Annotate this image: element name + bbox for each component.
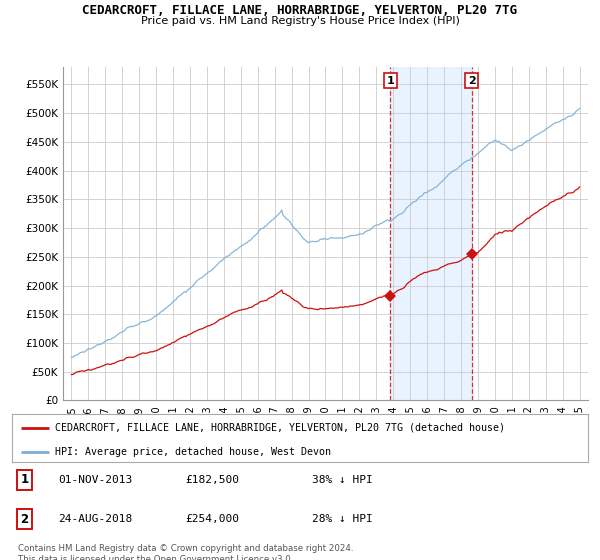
- Text: 1: 1: [20, 473, 29, 487]
- Text: 01-NOV-2013: 01-NOV-2013: [58, 475, 133, 485]
- Text: 2: 2: [20, 513, 29, 526]
- Text: 2: 2: [468, 76, 476, 86]
- Text: CEDARCROFT, FILLACE LANE, HORRABRIDGE, YELVERTON, PL20 7TG: CEDARCROFT, FILLACE LANE, HORRABRIDGE, Y…: [83, 4, 517, 17]
- Text: 24-AUG-2018: 24-AUG-2018: [58, 514, 133, 524]
- Bar: [391, 67, 472, 400]
- Text: Price paid vs. HM Land Registry's House Price Index (HPI): Price paid vs. HM Land Registry's House …: [140, 16, 460, 26]
- Text: Contains HM Land Registry data © Crown copyright and database right 2024.
This d: Contains HM Land Registry data © Crown c…: [18, 544, 353, 560]
- Text: £182,500: £182,500: [185, 475, 239, 485]
- Text: 28% ↓ HPI: 28% ↓ HPI: [311, 514, 372, 524]
- Text: 38% ↓ HPI: 38% ↓ HPI: [311, 475, 372, 485]
- Text: 1: 1: [386, 76, 394, 86]
- Text: £254,000: £254,000: [185, 514, 239, 524]
- Text: HPI: Average price, detached house, West Devon: HPI: Average price, detached house, West…: [55, 446, 331, 456]
- Text: CEDARCROFT, FILLACE LANE, HORRABRIDGE, YELVERTON, PL20 7TG (detached house): CEDARCROFT, FILLACE LANE, HORRABRIDGE, Y…: [55, 423, 505, 433]
